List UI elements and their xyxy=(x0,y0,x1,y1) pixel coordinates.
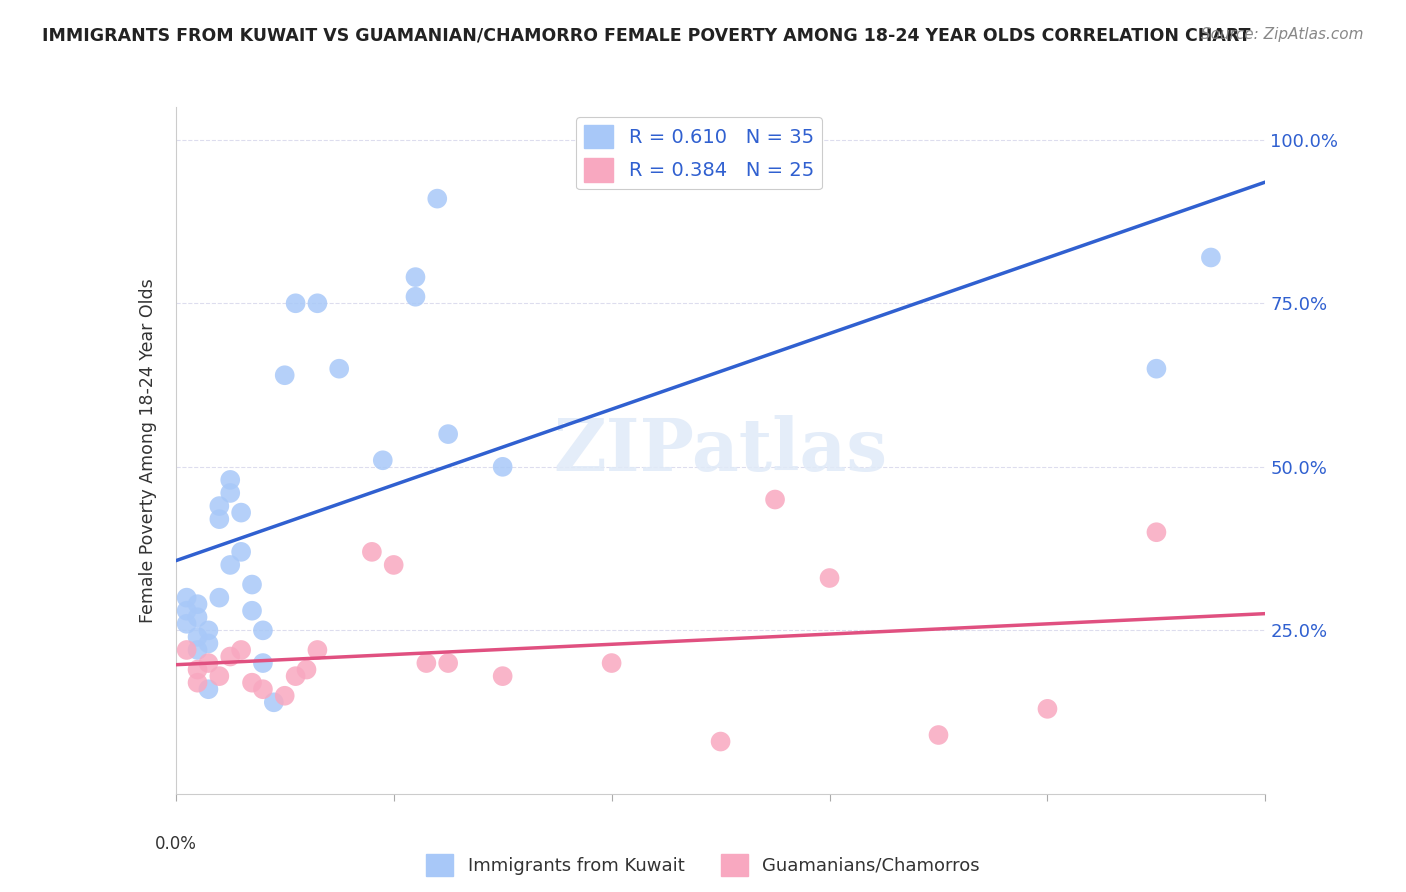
Point xyxy=(208,669,231,683)
Point xyxy=(437,427,460,442)
Point xyxy=(231,545,253,559)
Point xyxy=(186,643,209,657)
Point xyxy=(197,624,219,638)
Point xyxy=(219,558,242,572)
Point xyxy=(231,643,253,657)
Point xyxy=(1036,702,1059,716)
Point xyxy=(284,296,307,310)
Point xyxy=(208,499,231,513)
Y-axis label: Female Poverty Among 18-24 Year Olds: Female Poverty Among 18-24 Year Olds xyxy=(139,278,157,623)
Point xyxy=(252,656,274,670)
Point xyxy=(219,486,242,500)
Point xyxy=(295,663,318,677)
Point xyxy=(186,663,209,677)
Point xyxy=(307,296,329,310)
Point xyxy=(219,473,242,487)
Text: IMMIGRANTS FROM KUWAIT VS GUAMANIAN/CHAMORRO FEMALE POVERTY AMONG 18-24 YEAR OLD: IMMIGRANTS FROM KUWAIT VS GUAMANIAN/CHAM… xyxy=(42,27,1251,45)
Point xyxy=(600,656,623,670)
Point xyxy=(371,453,394,467)
Point xyxy=(252,682,274,697)
Point xyxy=(307,643,329,657)
Point xyxy=(219,649,242,664)
Point xyxy=(240,675,263,690)
Point xyxy=(208,512,231,526)
Point xyxy=(405,290,427,304)
Point xyxy=(284,669,307,683)
Point xyxy=(426,192,449,206)
Legend: Immigrants from Kuwait, Guamanians/Chamorros: Immigrants from Kuwait, Guamanians/Chamo… xyxy=(419,847,987,883)
Point xyxy=(437,656,460,670)
Point xyxy=(186,597,209,611)
Point xyxy=(763,492,786,507)
Point xyxy=(197,636,219,650)
Point xyxy=(176,604,198,618)
Point xyxy=(710,734,733,748)
Point xyxy=(186,610,209,624)
Point xyxy=(240,604,263,618)
Point xyxy=(176,643,198,657)
Point xyxy=(492,669,515,683)
Point xyxy=(360,545,382,559)
Point xyxy=(197,682,219,697)
Point xyxy=(1144,525,1167,540)
Point xyxy=(405,270,427,285)
Point xyxy=(176,616,198,631)
Point xyxy=(186,630,209,644)
Legend: R = 0.610   N = 35, R = 0.384   N = 25: R = 0.610 N = 35, R = 0.384 N = 25 xyxy=(576,117,821,189)
Point xyxy=(274,368,297,383)
Point xyxy=(176,591,198,605)
Point xyxy=(274,689,297,703)
Point xyxy=(1144,361,1167,376)
Point xyxy=(492,459,515,474)
Point xyxy=(240,577,263,591)
Point xyxy=(263,695,285,709)
Text: ZIPatlas: ZIPatlas xyxy=(554,415,887,486)
Point xyxy=(186,675,209,690)
Text: 0.0%: 0.0% xyxy=(155,835,197,853)
Point xyxy=(231,506,253,520)
Point xyxy=(415,656,437,670)
Point xyxy=(252,624,274,638)
Point xyxy=(328,361,350,376)
Point xyxy=(382,558,405,572)
Point xyxy=(928,728,950,742)
Point xyxy=(208,591,231,605)
Point xyxy=(197,656,219,670)
Point xyxy=(1199,251,1222,265)
Text: Source: ZipAtlas.com: Source: ZipAtlas.com xyxy=(1201,27,1364,42)
Point xyxy=(818,571,841,585)
